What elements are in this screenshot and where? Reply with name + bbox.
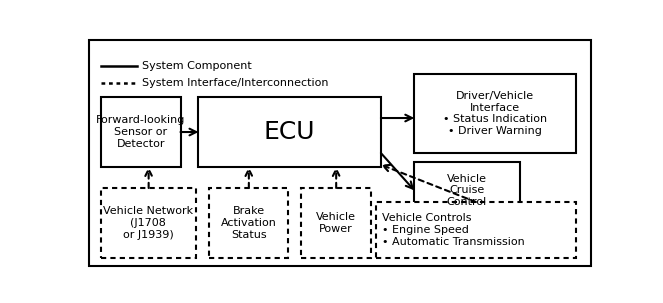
Text: Brake
Activation
Status: Brake Activation Status [221, 206, 276, 240]
Text: ECU: ECU [264, 120, 316, 144]
Bar [414, 162, 520, 218]
Bar [101, 188, 196, 258]
Bar [414, 74, 576, 153]
Bar [198, 97, 381, 167]
Text: Vehicle Controls
• Engine Speed
• Automatic Transmission: Vehicle Controls • Engine Speed • Automa… [382, 213, 524, 247]
Text: Forward-looking
Sensor or
Detector: Forward-looking Sensor or Detector [96, 115, 186, 148]
Text: Vehicle
Cruise
Control: Vehicle Cruise Control [447, 174, 487, 207]
Text: Vehicle Network
(J1708
or J1939): Vehicle Network (J1708 or J1939) [103, 206, 194, 240]
Text: System Interface/Interconnection: System Interface/Interconnection [142, 78, 328, 88]
Bar [301, 188, 371, 258]
Text: System Component: System Component [142, 61, 252, 71]
Bar [101, 97, 180, 167]
Text: Driver/Vehicle
Interface
• Status Indication
• Driver Warning: Driver/Vehicle Interface • Status Indica… [443, 91, 547, 136]
Bar [376, 202, 576, 258]
Text: Vehicle
Power: Vehicle Power [316, 212, 356, 234]
Bar [209, 188, 288, 258]
